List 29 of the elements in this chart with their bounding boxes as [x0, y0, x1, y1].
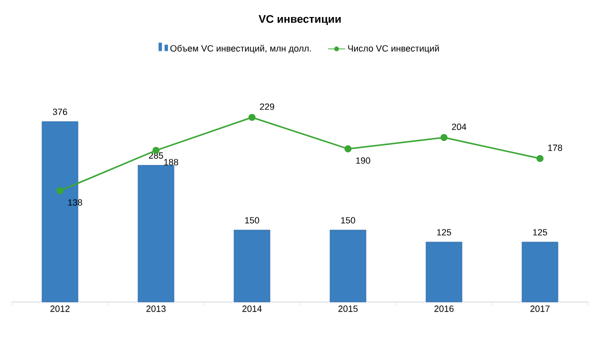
- data-label: 150: [341, 217, 356, 224]
- data-label: 150: [245, 217, 260, 224]
- point: [248, 114, 256, 121]
- x-tick-label: 2012: [50, 306, 70, 312]
- x-tick-label: 2014: [242, 306, 262, 312]
- data-label: 376: [52, 108, 68, 116]
- x-tick-label: 2015: [338, 306, 358, 312]
- x-tick-label: 2017: [530, 306, 550, 312]
- data-label: 229: [260, 103, 274, 110]
- chart-title: VC инвестиции: [258, 15, 341, 25]
- bar: [138, 165, 174, 302]
- legend-label: Объем VC инвестиций, млн долл.: [170, 44, 311, 54]
- bar: [234, 230, 270, 302]
- bar: [522, 242, 558, 302]
- bar: [330, 230, 366, 302]
- data-label: 125: [437, 229, 452, 236]
- point: [440, 134, 448, 142]
- data-label: 204: [452, 124, 466, 130]
- point: [536, 154, 544, 162]
- data-label: 190: [356, 157, 370, 164]
- legend-label: Число VC инвестиций: [348, 44, 439, 54]
- x-tick-label: 2013: [146, 306, 166, 312]
- data-label: 125: [533, 229, 548, 236]
- bar: [426, 242, 462, 302]
- x-tick-label: 2016: [434, 306, 454, 312]
- data-label: 178: [548, 144, 562, 151]
- point: [56, 187, 64, 194]
- point: [344, 145, 352, 152]
- data-label: 188: [164, 158, 178, 166]
